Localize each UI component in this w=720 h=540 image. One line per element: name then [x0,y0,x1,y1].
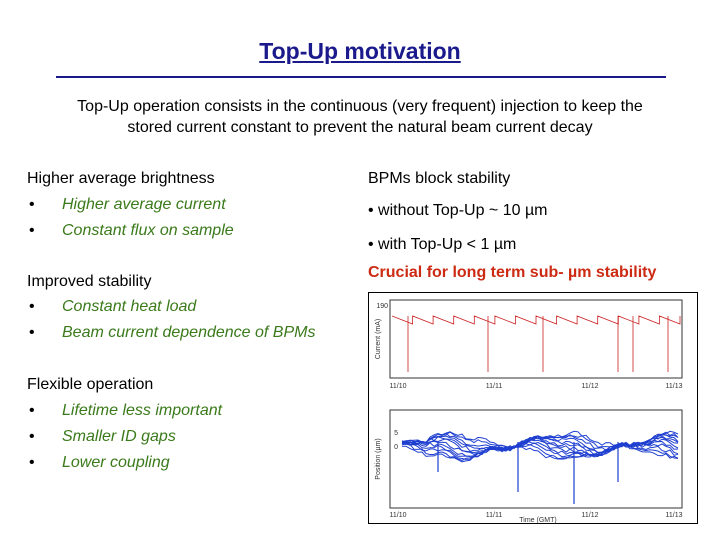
bullet-label: Smaller ID gaps [62,428,176,445]
bullet-id-gaps: • Smaller ID gaps [29,428,176,446]
bottom-x-tick-label: 11/11 [486,512,503,519]
without-topup-text: • without Top-Up ~ 10 µm [368,202,548,219]
bpm-stability-heading: BPMs block stability [368,170,511,187]
current-sawtooth-line [391,315,681,325]
current-axis-label: Current (mA) [375,319,382,359]
bottom-x-tick-label: 11/10 [390,512,407,519]
top-x-tick-label: 11/12 [582,383,599,390]
position-trace-line [401,438,679,458]
bottom-x-tick-label: 11/13 [666,512,683,519]
bullet-heat-load: • Constant heat load [29,298,197,316]
position-axes-box [389,409,683,509]
bullet-coupling: • Lower coupling [29,454,170,472]
slide-title: Top-Up motivation [259,38,461,64]
bullet-dot: • [29,298,35,315]
intro-line-2: stored current constant to prevent the n… [127,119,593,136]
bullet-lifetime: • Lifetime less important [29,402,223,420]
title-underline-rule [56,76,666,78]
top-x-tick-label: 11/11 [486,383,503,390]
position-trace-line [401,441,679,460]
bullet-label: Beam current dependence of BPMs [62,324,316,341]
current-axes-box [389,299,683,379]
section-heading-flexible: Flexible operation [27,376,154,393]
current-panel: Current (mA) 190 11/10 11/11 11/12 11/13 [375,299,683,390]
current-tick-label: 190 [376,303,388,310]
position-trace-line [401,441,679,461]
position-tick-label: 0 [394,444,398,451]
top-x-tick-label: 11/13 [666,383,683,390]
position-axis-label: Position (µm) [375,438,382,479]
bullet-dot: • [29,402,35,419]
bullet-dot: • [29,324,35,341]
bullet-bpm-dependence: • Beam current dependence of BPMs [29,324,316,342]
bullet-dot: • [29,222,35,239]
bullet-label: Constant heat load [62,298,197,315]
position-trace-line [401,443,679,463]
section-heading-stability: Improved stability [27,273,152,290]
bullet-dot: • [29,454,35,471]
position-trace-line [401,437,679,457]
crucial-statement: Crucial for long term sub- µm stability [368,264,657,281]
bullet-label: Higher average current [62,196,226,213]
bullet-label: Lifetime less important [62,402,223,419]
intro-line-1: Top-Up operation consists in the continu… [77,98,643,115]
with-topup-text: • with Top-Up < 1 µm [368,236,517,253]
time-axis-label: Time (GMT) [519,517,556,524]
position-tick-label: 5 [394,430,398,437]
intro-text: Top-Up operation consists in the continu… [30,96,690,138]
bullet-label: Constant flux on sample [62,222,234,239]
bullet-label: Lower coupling [62,454,170,471]
stability-figure: Current (mA) 190 11/10 11/11 11/12 11/13… [368,292,698,524]
bullet-dot: • [29,196,35,213]
figure-frame [368,292,698,524]
position-traces [401,430,679,504]
bullet-higher-current: • Higher average current [29,196,226,214]
position-panel: Position (µm) 5 0 11/10 11/11 11/12 11/1… [375,409,683,524]
current-trace [391,315,681,372]
bottom-x-tick-label: 11/12 [582,512,599,519]
bullet-constant-flux: • Constant flux on sample [29,222,234,240]
bullet-dot: • [29,428,35,445]
top-x-tick-label: 11/10 [390,383,407,390]
section-heading-brightness: Higher average brightness [27,170,215,187]
